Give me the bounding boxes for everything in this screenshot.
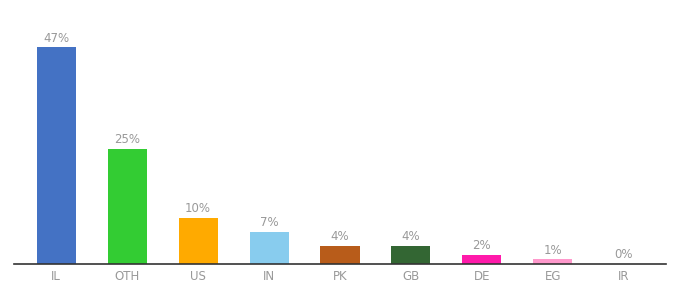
Bar	[462, 255, 501, 264]
Text: 4%: 4%	[330, 230, 350, 243]
Text: 47%: 47%	[43, 32, 69, 44]
Text: 10%: 10%	[185, 202, 211, 215]
Text: 4%: 4%	[402, 230, 420, 243]
Bar	[250, 232, 288, 264]
Bar	[179, 218, 218, 264]
Bar	[107, 149, 147, 264]
Text: 7%: 7%	[260, 216, 278, 229]
Text: 2%: 2%	[473, 239, 491, 252]
Text: 1%: 1%	[543, 244, 562, 256]
Bar	[392, 246, 430, 264]
Text: 25%: 25%	[114, 133, 140, 146]
Bar	[533, 260, 573, 264]
Bar	[320, 246, 360, 264]
Text: 0%: 0%	[615, 248, 633, 261]
Bar	[37, 47, 75, 264]
